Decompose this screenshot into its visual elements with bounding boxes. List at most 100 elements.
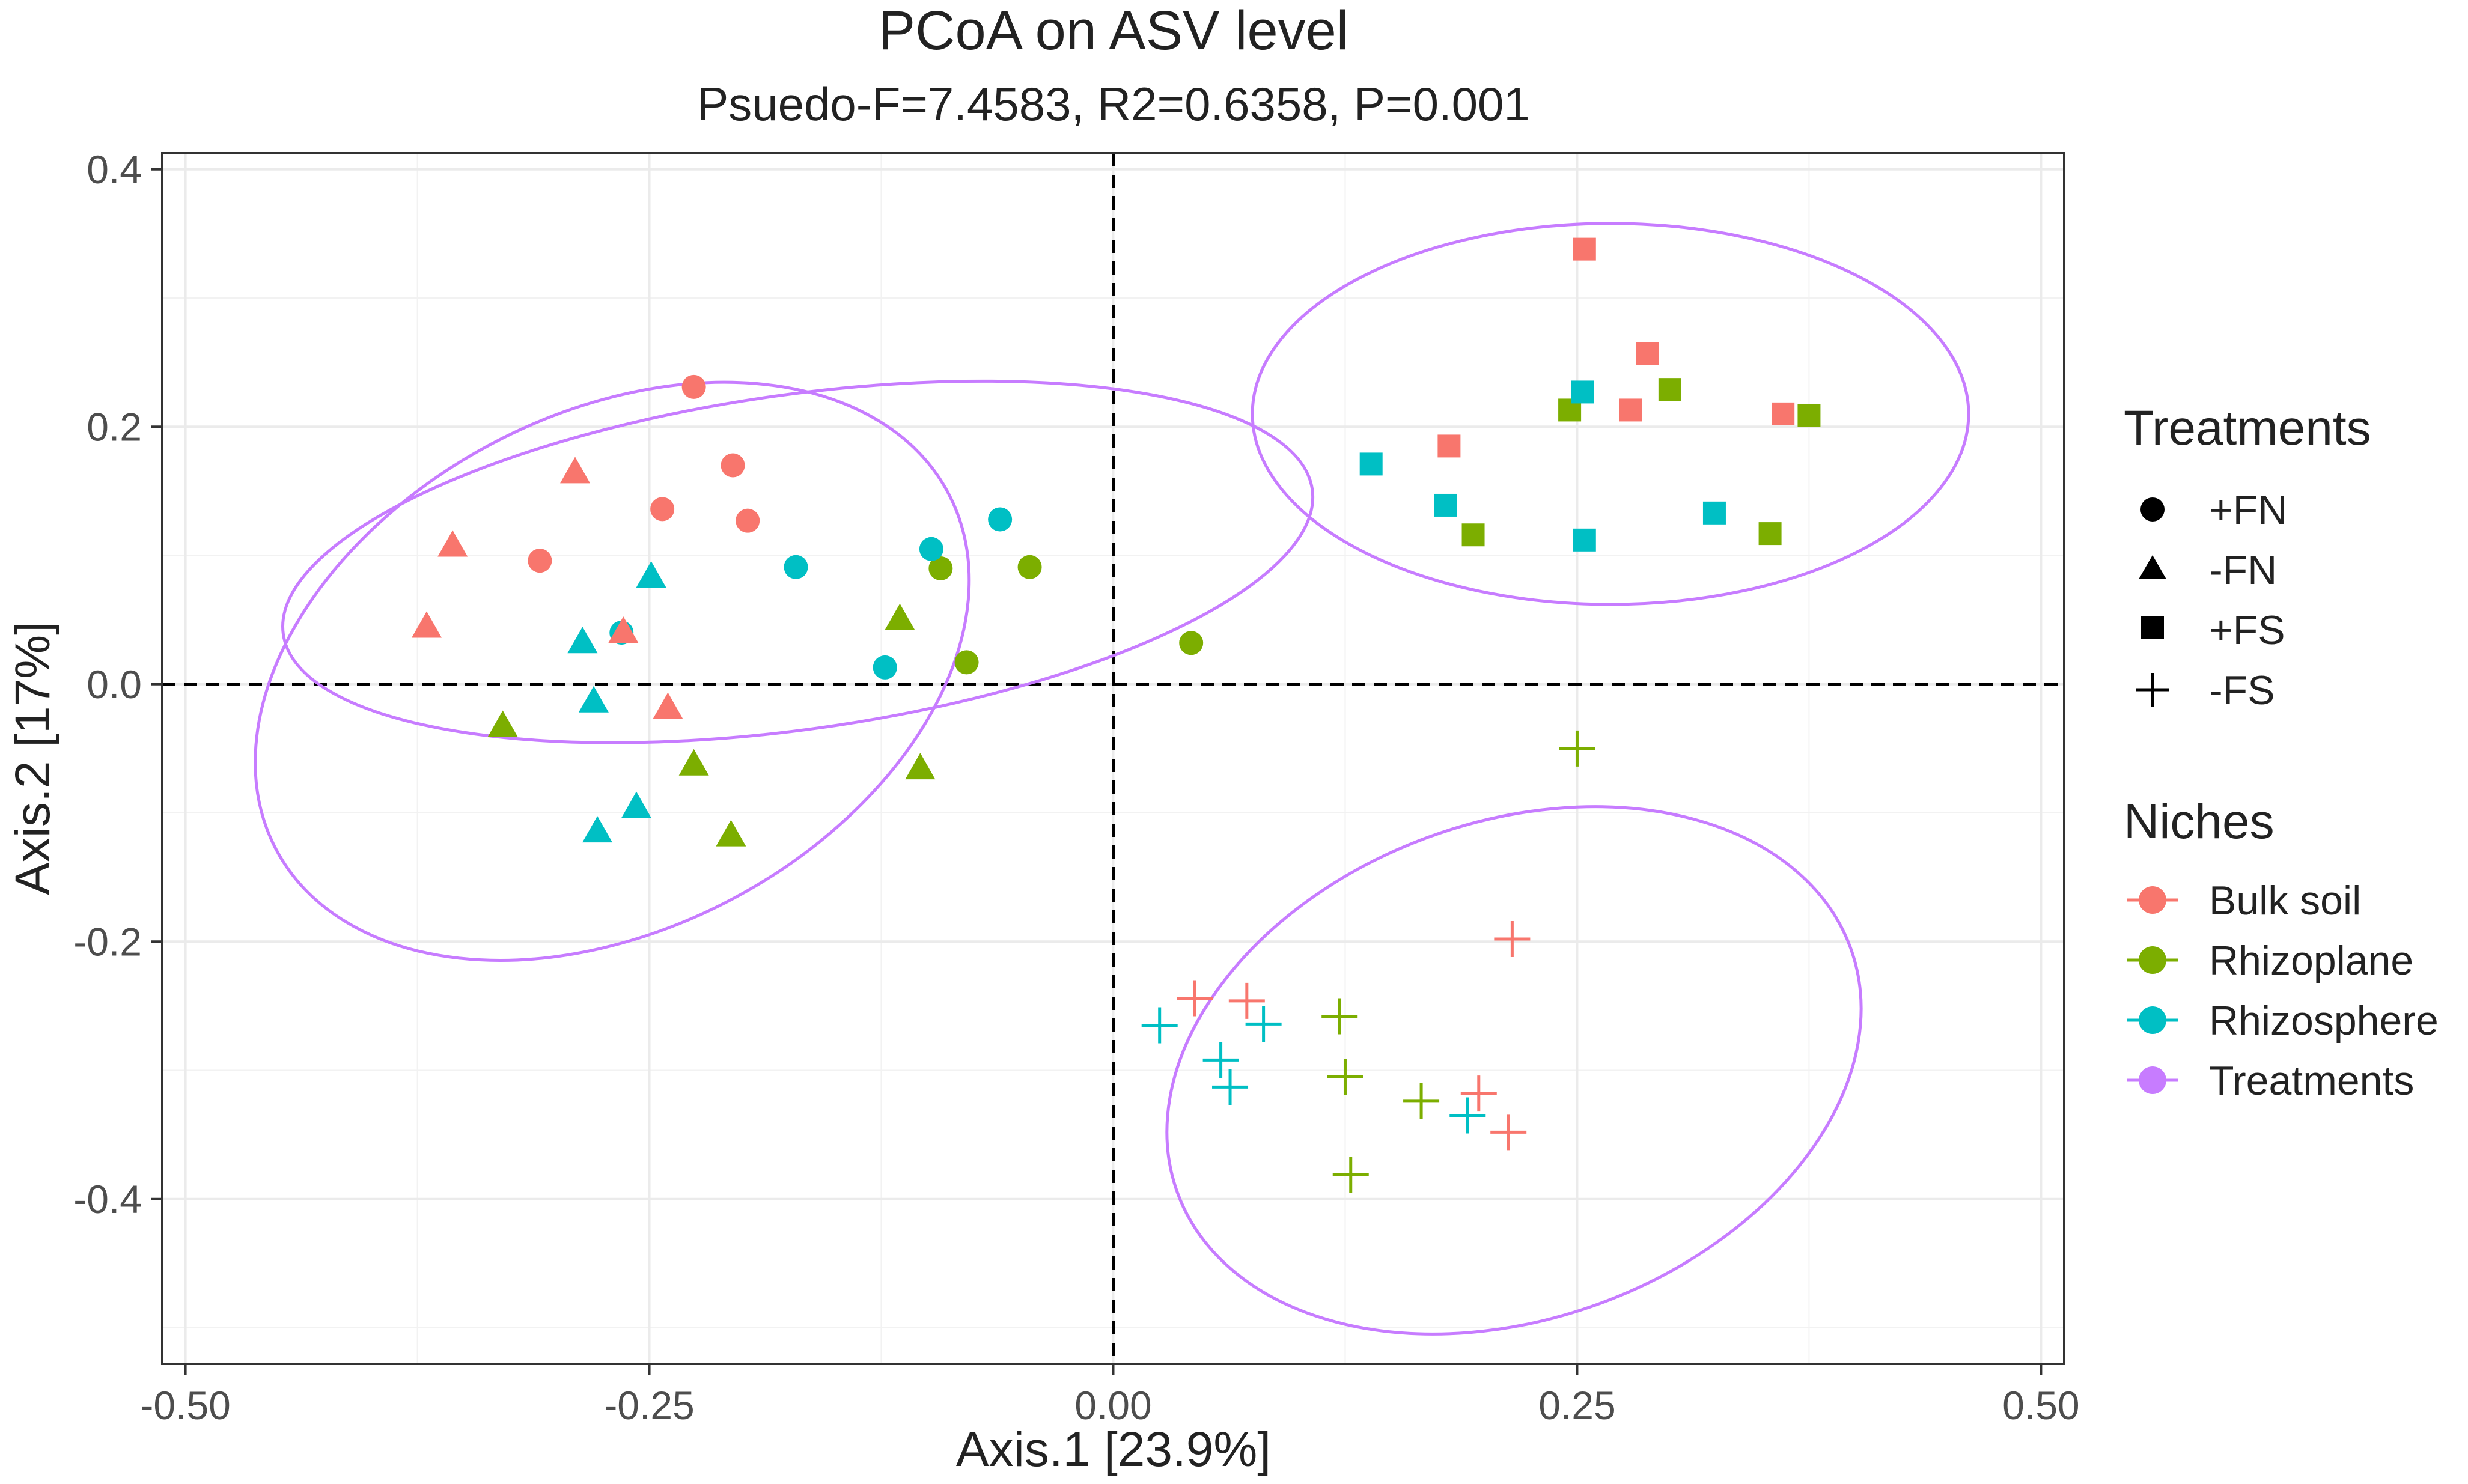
point-rhizoplane-plus xyxy=(1332,1157,1369,1193)
point-rhizosphere-circle xyxy=(988,507,1013,532)
point-rhizosphere-triangle xyxy=(582,816,613,843)
y-tick-label: 0.2 xyxy=(87,404,142,449)
point-bulk-soil-circle xyxy=(650,497,675,522)
point-rhizoplane-circle xyxy=(1179,631,1204,655)
ellipse-minus-fs xyxy=(1165,805,1863,1336)
point-rhizoplane-circle xyxy=(928,556,953,580)
ellipse-minus-fn xyxy=(254,380,971,962)
point-rhizosphere-triangle xyxy=(567,627,598,654)
point-bulk-soil-plus xyxy=(1460,1075,1497,1112)
data-points xyxy=(412,237,1821,1193)
legend-square-icon xyxy=(2141,616,2164,639)
legend-item-minus-fs: -FS xyxy=(2209,667,2275,713)
point-rhizosphere-circle xyxy=(784,555,808,579)
legend-item-rhizoplane: Rhizoplane xyxy=(2209,938,2413,984)
point-rhizoplane-circle xyxy=(1017,555,1042,579)
legend-item-treatments: Treatments xyxy=(2209,1058,2414,1104)
ellipse-plusminus-fs xyxy=(1251,222,1970,606)
point-rhizoplane-plus xyxy=(1327,1059,1363,1095)
point-bulk-soil-circle xyxy=(528,549,552,573)
legend-treatments: Treatments +FN -FN +FS -FS xyxy=(2124,401,2371,713)
y-axis-label: Axis.2 [17%] xyxy=(5,621,60,895)
point-bulk-soil-plus xyxy=(1177,980,1213,1017)
point-rhizoplane-triangle xyxy=(905,753,936,780)
point-rhizoplane-plus xyxy=(1559,730,1595,767)
treatment-ellipses xyxy=(254,222,1970,1336)
legend-circle-icon xyxy=(2140,497,2165,522)
point-bulk-soil-triangle xyxy=(437,530,468,557)
reference-lines xyxy=(162,153,2064,1364)
x-tick-label: 0.00 xyxy=(1074,1383,1151,1428)
point-rhizoplane-triangle xyxy=(716,820,746,847)
legend-niches-title: Niches xyxy=(2124,794,2275,849)
point-bulk-soil-circle xyxy=(736,508,760,533)
plot-panel xyxy=(161,152,2065,1365)
point-rhizoplane-circle xyxy=(954,650,979,675)
x-tick-label: 0.25 xyxy=(1538,1383,1615,1428)
ellipse-plusminus-fn xyxy=(281,379,1315,744)
point-rhizoplane-triangle xyxy=(885,603,915,630)
legend-niches: Niches Bulk soil Rhizoplane Rhizosphere … xyxy=(2124,794,2439,1104)
x-axis-label: Axis.1 [23.9%] xyxy=(956,1422,1271,1477)
x-tick-label: -0.25 xyxy=(604,1383,694,1428)
chart-subtitle: Psuedo-F=7.4583, R2=0.6358, P=0.001 xyxy=(697,78,1530,130)
y-tick-label: 0.0 xyxy=(87,662,142,707)
legend-key-treatments xyxy=(2127,1066,2178,1094)
point-rhizosphere-plus xyxy=(1212,1069,1249,1105)
bulk-soil-dot-icon xyxy=(2139,886,2166,914)
x-tick-label: -0.50 xyxy=(140,1383,230,1428)
y-tick-label: 0.4 xyxy=(87,147,142,192)
point-rhizosphere-circle xyxy=(919,537,943,561)
point-rhizoplane-triangle xyxy=(678,749,709,776)
point-rhizosphere-triangle xyxy=(636,561,666,588)
point-rhizosphere-circle xyxy=(873,655,897,680)
legend-key-bulk-soil xyxy=(2127,886,2178,914)
point-rhizoplane-square xyxy=(1658,378,1681,401)
point-rhizosphere-plus xyxy=(1245,1006,1282,1042)
point-bulk-soil-circle xyxy=(681,374,706,399)
point-bulk-soil-square xyxy=(1437,434,1461,458)
point-bulk-soil-square xyxy=(1772,402,1795,425)
point-bulk-soil-circle xyxy=(721,453,745,478)
point-rhizoplane-square xyxy=(1797,403,1821,427)
point-bulk-soil-square xyxy=(1636,342,1659,365)
legend-triangle-icon xyxy=(2139,555,2166,579)
point-rhizoplane-plus xyxy=(1403,1083,1440,1119)
point-rhizosphere-square xyxy=(1571,380,1594,404)
legend-item-bulk-soil: Bulk soil xyxy=(2209,878,2361,923)
point-bulk-soil-plus xyxy=(1490,1114,1527,1151)
legend-treatments-title: Treatments xyxy=(2124,401,2371,455)
treatments-dot-icon xyxy=(2139,1066,2166,1094)
legend-item-plus-fn: +FN xyxy=(2209,487,2287,533)
legend-plus-icon xyxy=(2136,673,2169,707)
point-bulk-soil-triangle xyxy=(608,616,639,643)
point-bulk-soil-square xyxy=(1619,398,1642,422)
point-rhizoplane-square xyxy=(1758,522,1782,546)
legend-item-rhizosphere: Rhizosphere xyxy=(2209,998,2439,1044)
rhizoplane-dot-icon xyxy=(2139,946,2166,974)
y-tick-label: -0.2 xyxy=(73,919,142,964)
point-rhizoplane-triangle xyxy=(487,710,518,737)
point-bulk-soil-plus xyxy=(1494,920,1531,957)
legend-item-plus-fs: +FS xyxy=(2209,607,2285,653)
y-axis-ticks: 0.4 0.2 0.0 -0.2 -0.4 xyxy=(73,147,162,1221)
legend-key-rhizoplane xyxy=(2127,946,2178,974)
point-rhizosphere-plus xyxy=(1141,1007,1178,1044)
point-rhizoplane-square xyxy=(1461,523,1485,547)
point-rhizosphere-square xyxy=(1359,452,1383,476)
point-rhizosphere-triangle xyxy=(578,686,609,713)
point-bulk-soil-triangle xyxy=(560,457,591,484)
point-bulk-soil-triangle xyxy=(653,692,683,719)
y-tick-label: -0.4 xyxy=(73,1177,142,1221)
point-rhizosphere-square xyxy=(1573,528,1596,552)
point-rhizosphere-plus xyxy=(1202,1042,1239,1078)
point-rhizosphere-square xyxy=(1702,501,1726,525)
point-rhizosphere-plus xyxy=(1449,1097,1486,1134)
x-tick-label: 0.50 xyxy=(2002,1383,2079,1428)
chart-title: PCoA on ASV level xyxy=(879,0,1349,61)
point-bulk-soil-square xyxy=(1573,237,1596,261)
point-rhizosphere-square xyxy=(1434,493,1457,517)
legend-key-rhizosphere xyxy=(2127,1006,2178,1034)
point-bulk-soil-plus xyxy=(1228,982,1265,1019)
